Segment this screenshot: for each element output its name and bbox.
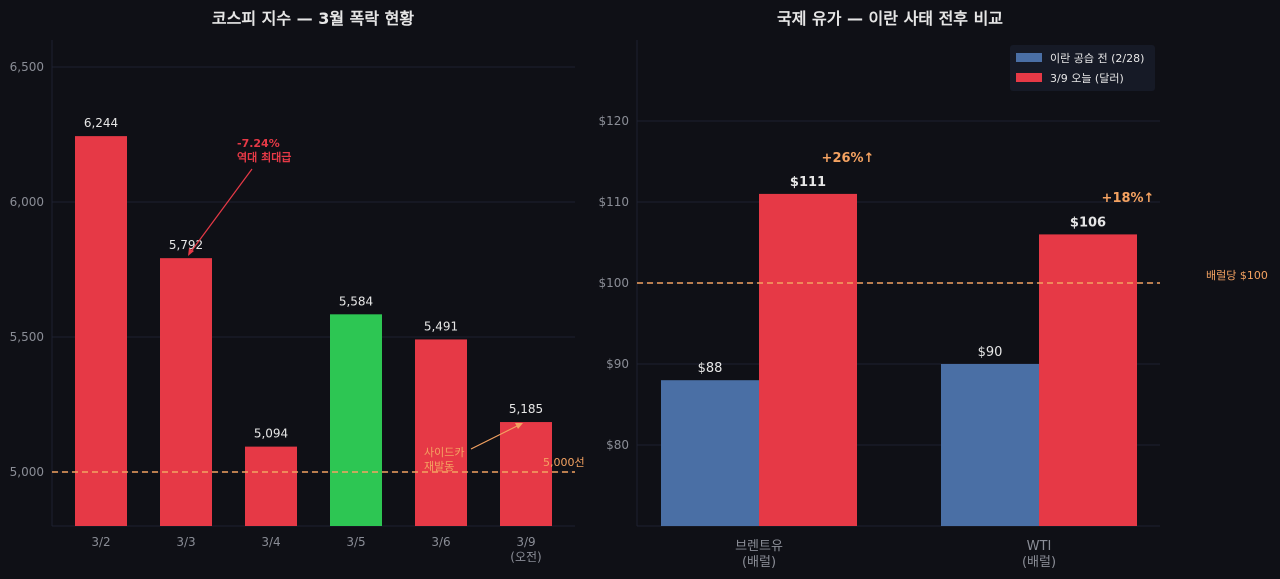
kospi-chart: 5,000 5,500 6,000 6,500 6,244 3/2 5,792 3/3 5,09… — [10, 40, 585, 564]
x-tick-label-line: (배럴) — [1022, 555, 1056, 570]
reference-line-label: 5,000선 — [543, 456, 585, 469]
x-tick-label-line: 3/9 — [516, 535, 535, 549]
y-tick-label: $120 — [598, 114, 629, 128]
legend-swatch — [1016, 73, 1042, 82]
y-tick-label: $80 — [606, 438, 629, 452]
x-tick-label: 3/6 — [431, 535, 450, 549]
x-tick-label: 3/3 — [176, 535, 195, 549]
legend-swatch — [1016, 53, 1042, 62]
legend-label: 3/9 오늘 (달러) — [1050, 72, 1124, 85]
change-label: +18%↑ — [1102, 191, 1155, 206]
x-tick-label-line: 3/6 — [431, 535, 450, 549]
bar — [941, 364, 1039, 526]
bar — [759, 193, 857, 526]
value-label: 5,584 — [339, 294, 373, 308]
x-tick-label-line: WTI — [1027, 539, 1052, 554]
bar — [1039, 234, 1137, 526]
value-label: $88 — [698, 361, 723, 376]
annotation-text-line: 재발동 — [424, 460, 454, 473]
x-tick-label: 브렌트유 (배럴) — [735, 539, 783, 570]
annotation-arrow — [470, 424, 520, 450]
y-tick-label: 5,500 — [10, 330, 44, 344]
bar — [245, 446, 297, 526]
x-tick-label-line: 3/4 — [261, 535, 280, 549]
value-label: 5,185 — [509, 402, 543, 416]
bar — [415, 339, 467, 526]
x-tick-label: WTI (배럴) — [1022, 539, 1056, 570]
reference-line-label: 배럴당 $100 — [1206, 269, 1268, 282]
bar — [160, 258, 212, 526]
value-label: $106 — [1070, 215, 1106, 230]
change-label: +26%↑ — [822, 151, 875, 166]
value-label: $90 — [978, 345, 1003, 360]
x-tick-label-line: 3/2 — [91, 535, 110, 549]
x-tick-label: 3/9 (오전) — [510, 535, 541, 564]
annotation-text: -7.24% 역대 최대급 — [237, 137, 291, 164]
annotation-text-line: 사이드카 — [424, 446, 464, 459]
value-label: 5,792 — [169, 238, 203, 252]
x-tick-label-line: (오전) — [510, 550, 541, 564]
value-label: 5,094 — [254, 427, 288, 441]
y-tick-label: $100 — [598, 276, 629, 290]
legend-box — [1010, 45, 1155, 91]
bar — [330, 314, 382, 526]
bar — [500, 422, 552, 526]
value-label: 6,244 — [84, 116, 118, 130]
annotation-text: 사이드카 재발동 — [424, 446, 464, 473]
y-tick-label: $110 — [598, 195, 629, 209]
x-tick-label: 3/4 — [261, 535, 280, 549]
y-tick-label: 6,500 — [10, 60, 44, 74]
annotation-text-line: 역대 최대급 — [237, 150, 291, 164]
arrow-head — [188, 248, 194, 256]
value-label: 5,491 — [424, 319, 458, 333]
x-tick-label-line: 브렌트유 — [735, 539, 783, 554]
kospi-chart-title: 코스피 지수 — 3월 폭락 현황 — [212, 9, 414, 28]
x-tick-label-line: 3/5 — [346, 535, 365, 549]
y-tick-label: 6,000 — [10, 195, 44, 209]
oil-chart-title: 국제 유가 — 이란 사태 전후 비교 — [777, 9, 1003, 28]
x-tick-label: 3/2 — [91, 535, 110, 549]
annotation-text-line: -7.24% — [237, 137, 280, 150]
x-tick-label: 3/5 — [346, 535, 365, 549]
legend-label: 이란 공습 전 (2/28) — [1050, 52, 1144, 65]
bar — [661, 380, 759, 526]
value-label: $111 — [790, 175, 826, 190]
annotation-arrow — [189, 168, 253, 254]
x-tick-label-line: 3/3 — [176, 535, 195, 549]
arrow-head — [515, 423, 523, 429]
y-tick-label: $90 — [606, 357, 629, 371]
x-tick-label-line: (배럴) — [742, 555, 776, 570]
legend: 이란 공습 전 (2/28) 3/9 오늘 (달러) — [1010, 45, 1155, 91]
bar — [75, 136, 127, 526]
y-tick-label: 5,000 — [10, 465, 44, 479]
